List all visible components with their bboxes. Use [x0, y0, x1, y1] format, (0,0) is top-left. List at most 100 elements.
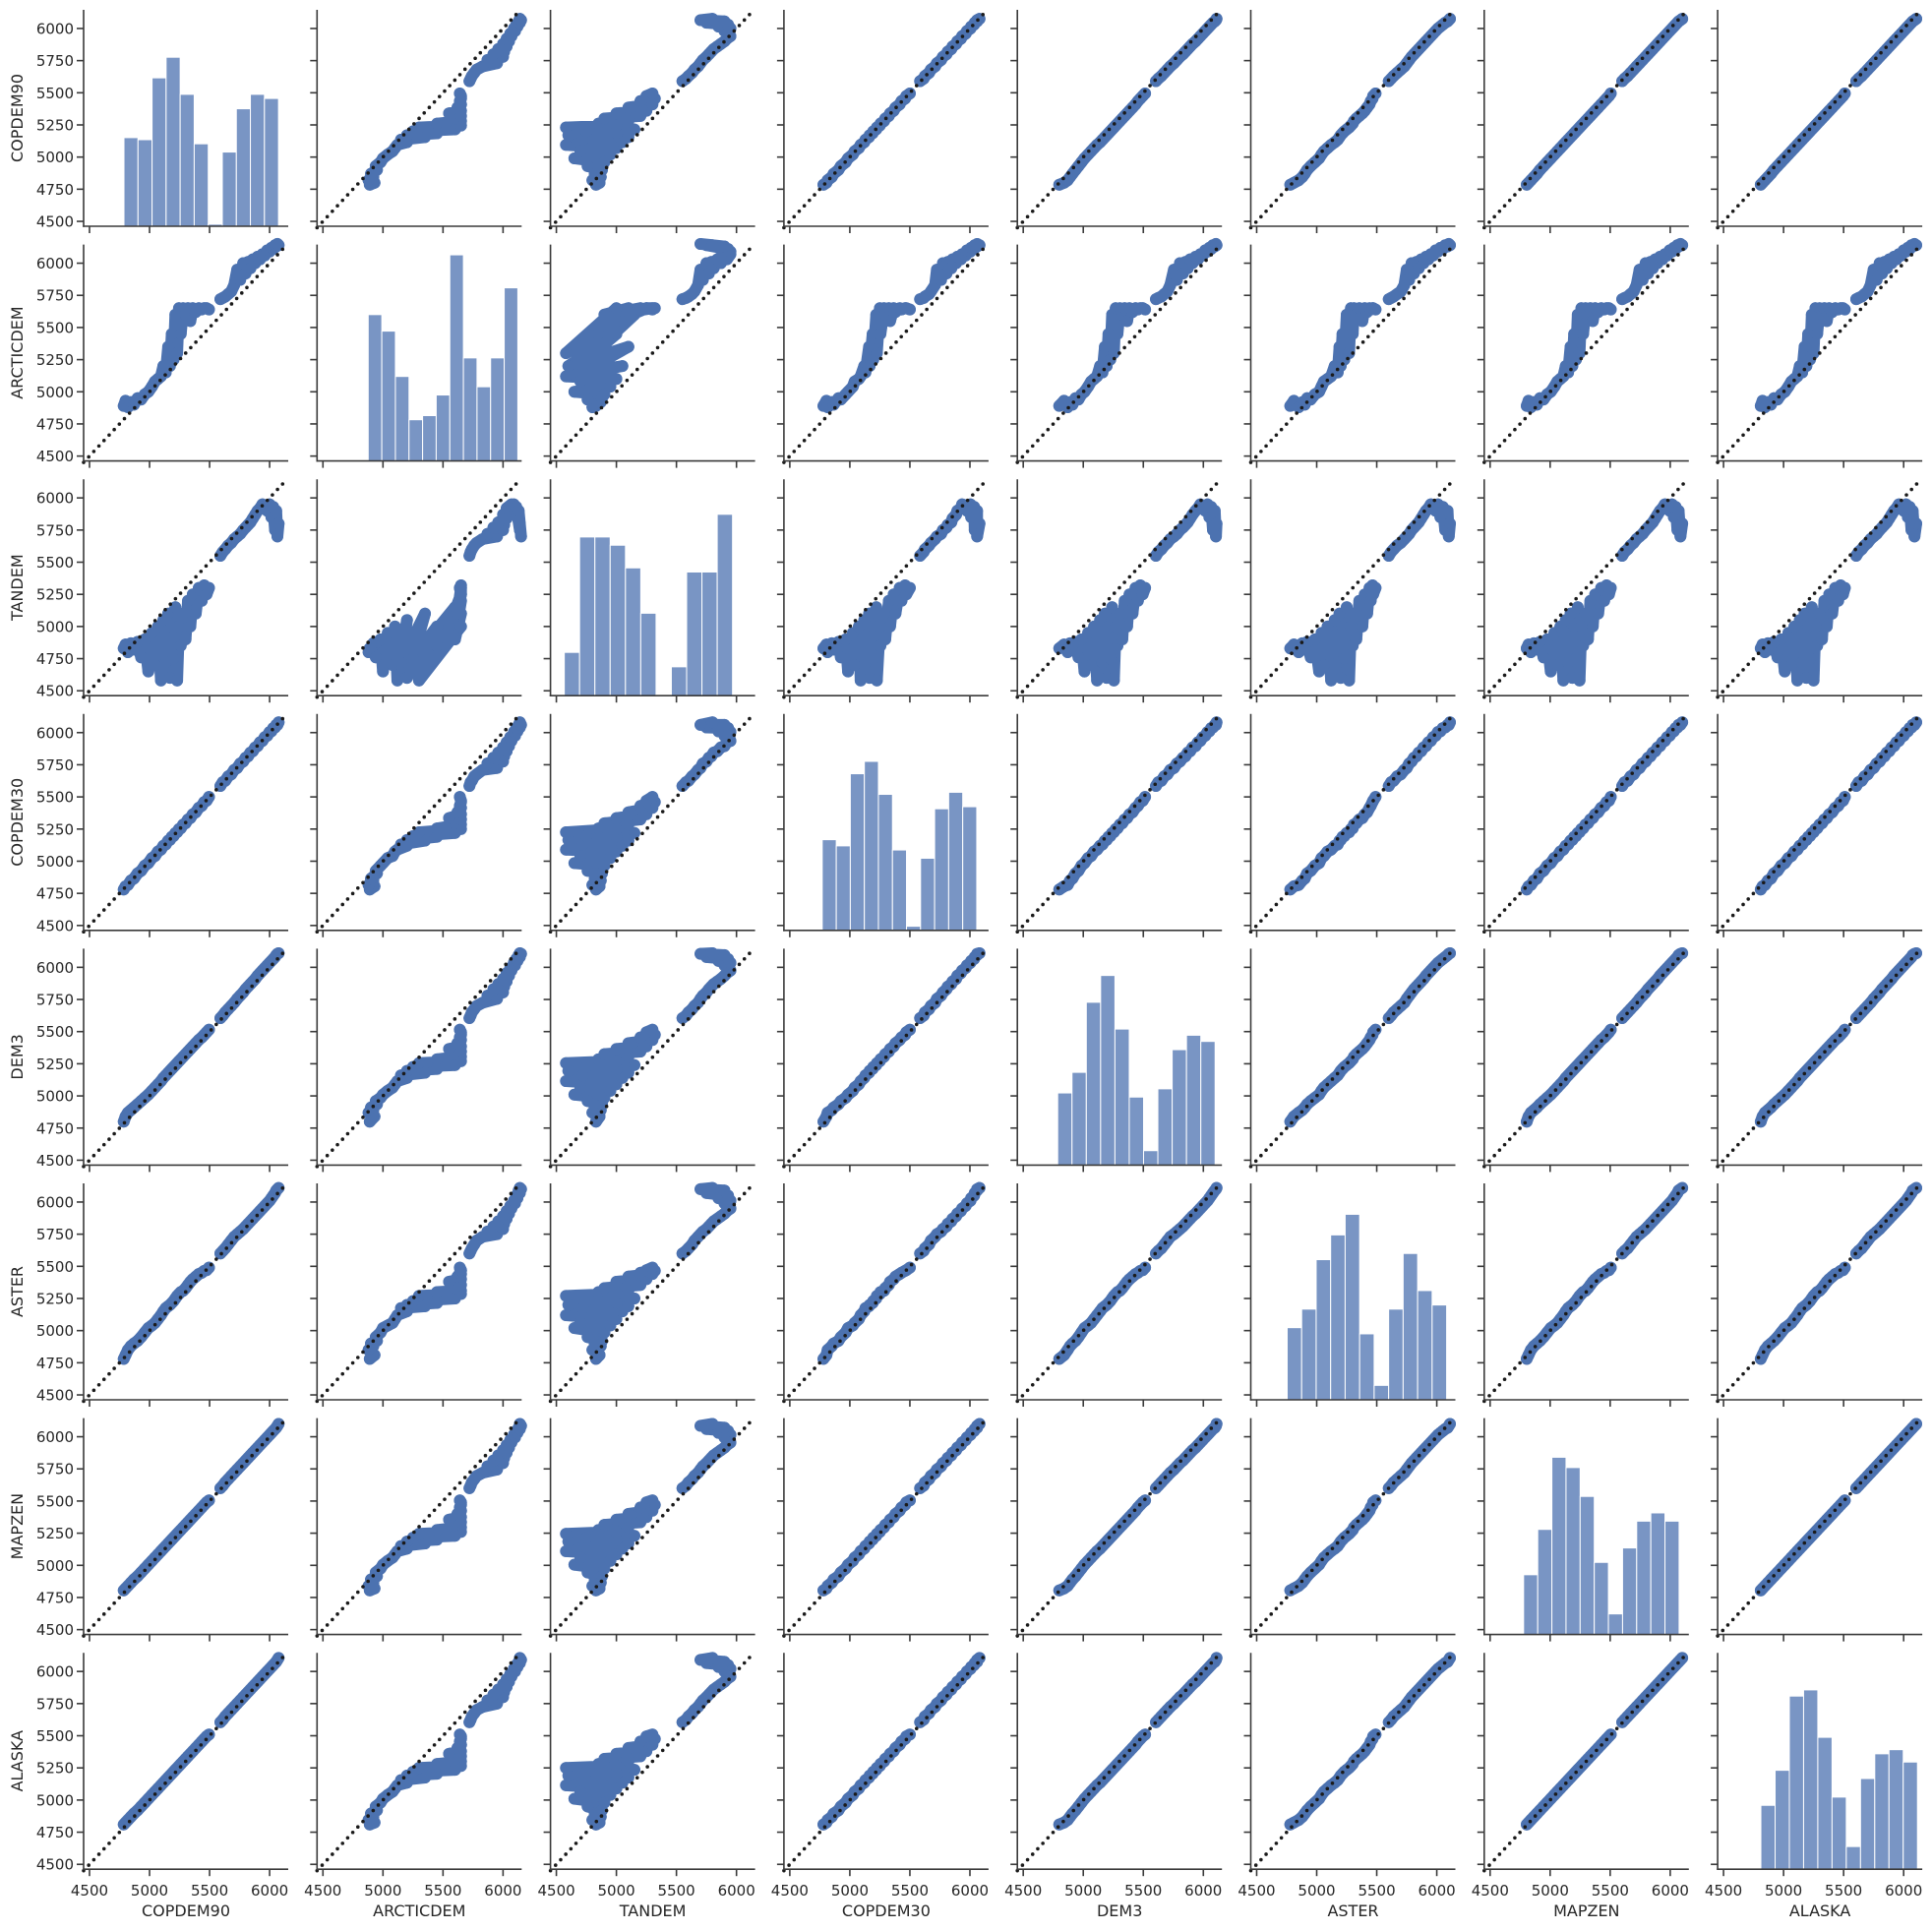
histogram-bar — [962, 806, 978, 932]
x-tick-label: 5000 — [1532, 1882, 1569, 1900]
scatter-point — [1072, 651, 1085, 664]
scatter-point — [560, 826, 573, 839]
y-tick-label: 4500 — [36, 1387, 74, 1405]
panel-copdem90-vs-tandem — [543, 7, 756, 233]
scatter-point — [1839, 1261, 1851, 1274]
scatter-point — [513, 505, 525, 517]
scatter-point — [581, 1095, 594, 1108]
panel-copdem30-vs-dem3 — [1010, 711, 1224, 937]
x-tick-label: 5000 — [364, 1882, 401, 1900]
scatter-point — [453, 581, 466, 594]
histogram-bar — [1775, 1770, 1790, 1870]
panel-alaska-vs-tandem: 4500 5000 5500 6000 — [537, 1650, 756, 1900]
scatter-point — [431, 127, 444, 140]
scatter-point — [610, 328, 623, 340]
identity-line — [315, 711, 523, 935]
scatter-point — [646, 1494, 659, 1507]
histogram-bar — [1300, 1308, 1317, 1401]
scatter-point — [883, 620, 896, 633]
y-tick-label: 5000 — [36, 618, 74, 635]
y-tick-label: 5250 — [36, 1760, 74, 1778]
scatter-point — [1112, 328, 1124, 340]
panel-alaska-vs-copdem30: 4500 5000 5500 6000 — [771, 1650, 991, 1900]
histogram-bar — [701, 571, 718, 696]
y-tick-label: 5500 — [36, 554, 74, 572]
scatter-point — [592, 328, 605, 340]
x-tick-label: 6000 — [484, 1882, 521, 1900]
histogram-bar — [1172, 1049, 1187, 1166]
histogram-bar — [221, 151, 237, 227]
scatter-point — [598, 816, 611, 829]
scatter-point — [1557, 674, 1570, 687]
scatter-point — [443, 1513, 455, 1526]
scatter-point — [580, 1532, 593, 1544]
scatter-point — [718, 1656, 731, 1668]
panel-copdem90-vs-alaska — [1711, 7, 1924, 233]
identity-line — [1015, 242, 1224, 464]
scatter-point — [1210, 517, 1223, 530]
scatter-point — [581, 159, 594, 172]
identity-line — [315, 1650, 523, 1873]
histogram-bar — [1859, 1778, 1876, 1870]
scatter-point — [560, 370, 573, 383]
scatter-point — [560, 1308, 573, 1321]
scatter-point — [1826, 607, 1839, 620]
scatter-point — [1811, 328, 1824, 340]
scatter-point — [598, 112, 611, 125]
histogram-bar — [250, 93, 266, 227]
scatter-point — [391, 674, 403, 687]
scatter-point — [1813, 607, 1826, 620]
histogram-bar — [625, 567, 641, 696]
histogram-bar — [123, 137, 139, 227]
panel-arcticdem-vs-copdem30 — [776, 237, 991, 468]
y-tick-label: 5500 — [36, 1727, 74, 1745]
scatter-point — [622, 340, 634, 353]
scatter-point — [694, 1182, 707, 1195]
panel-copdem90-vs-arcticdem — [310, 7, 527, 233]
scatter-point — [1592, 607, 1604, 620]
identity-line — [548, 945, 756, 1169]
scatter-point — [706, 716, 719, 729]
scatter-point — [628, 826, 640, 839]
y-tick-label: 5000 — [36, 149, 74, 166]
x-tick-label: 5000 — [1765, 1882, 1802, 1900]
identity-line — [1716, 7, 1924, 230]
scatter-point — [568, 386, 580, 398]
scatter-point — [1805, 601, 1818, 614]
scatter-point — [646, 1023, 659, 1036]
panel-dem3-vs-tandem — [543, 945, 756, 1173]
identity-line — [82, 945, 290, 1169]
y-tick-label: 4500 — [36, 917, 74, 935]
y-tick-label: 5750 — [36, 756, 74, 774]
scatter-point — [646, 303, 659, 316]
identity-line — [1015, 476, 1224, 699]
scatter-point — [1304, 651, 1317, 664]
scatter-point — [270, 505, 282, 517]
scatter-point — [1785, 659, 1798, 672]
scatter-point — [513, 946, 526, 959]
y-tick-label: 5250 — [36, 820, 74, 838]
identity-line — [1716, 476, 1924, 699]
identity-line — [82, 1180, 290, 1404]
scatter-point — [574, 1551, 586, 1564]
y-tick-label: 5750 — [36, 1226, 74, 1243]
scatter-point — [1139, 303, 1152, 316]
scatter-point — [581, 1566, 594, 1579]
y-tick-label: 5750 — [36, 521, 74, 539]
scatter-point — [1325, 674, 1338, 687]
scatter-point — [878, 633, 891, 645]
histogram-bar — [1315, 1259, 1332, 1401]
scatter-point — [580, 1295, 593, 1307]
scatter-point — [622, 101, 634, 114]
y-tick-label: 4750 — [36, 1824, 74, 1841]
scatter-point — [184, 315, 197, 328]
scatter-point — [1343, 347, 1356, 360]
scatter-point — [272, 517, 285, 530]
scatter-point — [1442, 530, 1455, 543]
scatter-point — [1369, 303, 1382, 316]
scatter-point — [622, 1521, 634, 1534]
histogram-bar — [594, 536, 611, 696]
scatter-point — [1577, 328, 1590, 340]
identity-line — [1716, 1180, 1924, 1404]
